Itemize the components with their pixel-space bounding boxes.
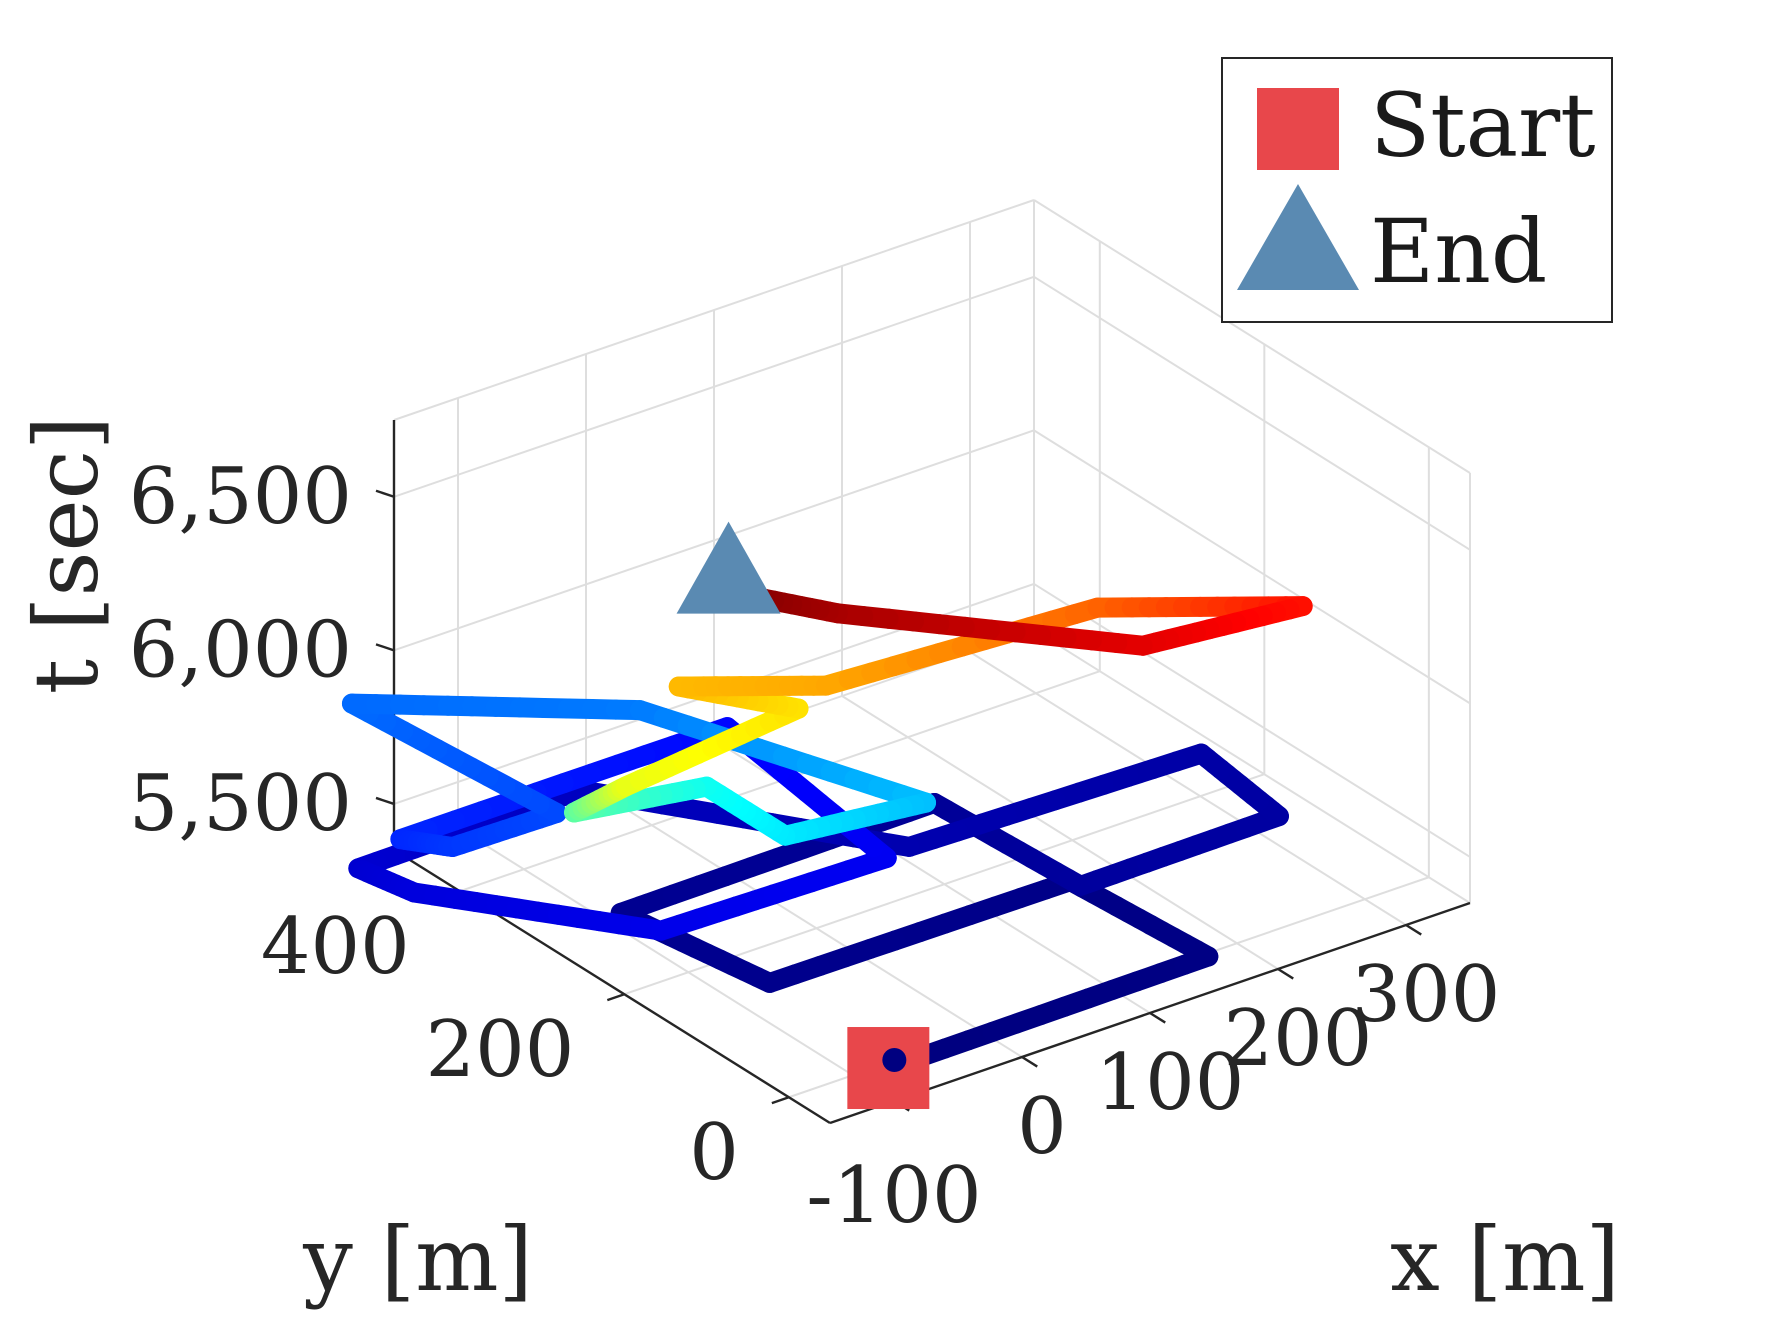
z-tick: [375, 643, 395, 652]
x-tick-label: 300: [1352, 950, 1501, 1040]
grid-line-sidewall-z: [1033, 275, 1471, 551]
legend-end-marker: [1237, 184, 1359, 290]
legend-end-label: End: [1370, 200, 1547, 303]
z-axis-label: t [sec]: [15, 416, 118, 695]
legend-start-label: Start: [1370, 74, 1596, 177]
x-axis-label: x [m]: [1390, 1208, 1620, 1311]
wall-edge: [1033, 629, 1471, 904]
start-point: [882, 1048, 907, 1073]
y-tick-label: 400: [261, 902, 410, 992]
y-tick-label: 0: [689, 1108, 739, 1198]
y-axis-label: y [m]: [302, 1208, 533, 1311]
x-tick-label: 200: [1224, 994, 1373, 1084]
z-tick: [375, 489, 395, 498]
legend-start-marker: [1257, 88, 1339, 170]
x-tick: [1149, 1011, 1166, 1024]
marker-layer: [676, 521, 930, 1110]
grid-line-backwall-z: [393, 275, 1035, 498]
y-tick: [606, 993, 625, 1002]
grid-line-sidewall-z: [1033, 429, 1471, 705]
x-tick-label: 0: [1017, 1082, 1067, 1172]
grid-line-backwall-z: [393, 429, 1035, 652]
z-tick-label: 6,000: [129, 605, 352, 695]
y-tick-label: 200: [425, 1005, 574, 1095]
x-tick: [1021, 1055, 1038, 1068]
wall-edge: [1033, 199, 1471, 474]
z-tick-label: 6,500: [129, 452, 352, 542]
trajectory-layer: [341, 581, 1313, 1079]
grid-line-floor-x: [457, 827, 895, 1102]
grid-line-floor-x: [969, 651, 1407, 926]
y-tick: [771, 1096, 790, 1105]
x-tick: [1277, 967, 1294, 980]
z-tick: [375, 796, 395, 806]
end-marker: [676, 521, 781, 614]
grid-line-sidewall-z: [1033, 583, 1471, 858]
wall-edge: [393, 199, 1035, 421]
x-tick-label: -100: [806, 1151, 981, 1241]
z-tick-label: 5,500: [129, 759, 352, 849]
grid-line-floor-x: [585, 783, 1023, 1058]
x-tick: [1405, 923, 1422, 936]
legend: Start End: [1221, 57, 1613, 323]
grid-line-floor-x: [841, 695, 1279, 970]
x-tick-label: 100: [1096, 1038, 1245, 1128]
